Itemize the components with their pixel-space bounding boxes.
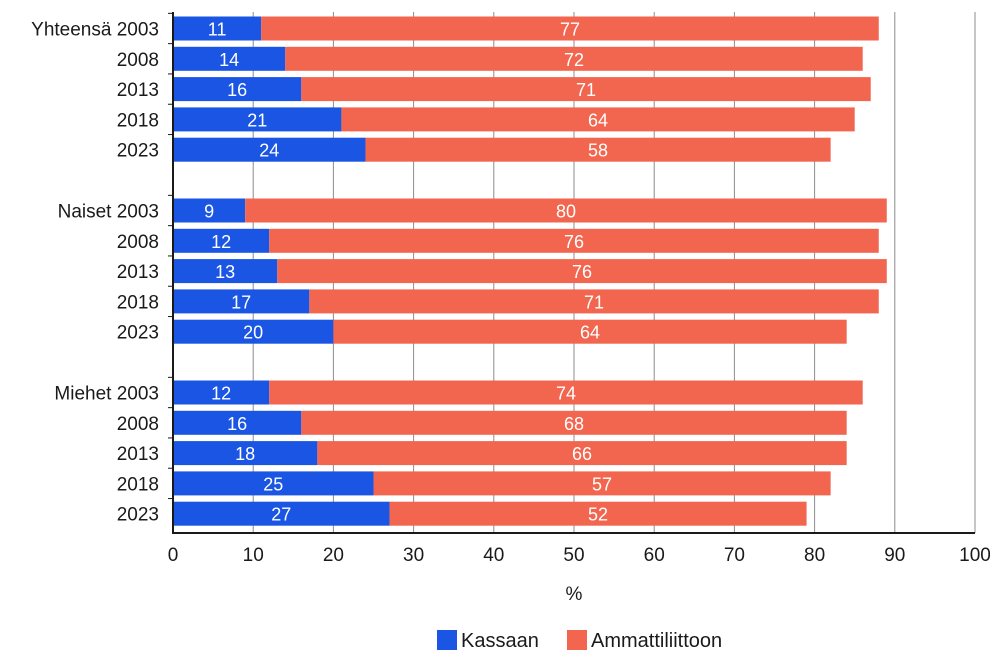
x-tick-label: 70 [724, 545, 745, 566]
category-label: 2018 [117, 292, 159, 313]
x-tick-label: 100 [959, 545, 990, 566]
bar-value-label: 16 [227, 414, 247, 434]
bar-ammattiliittoon [389, 501, 807, 526]
bar-value-label: 52 [588, 505, 608, 525]
bar-value-label: 18 [235, 444, 255, 464]
category-label: 2008 [117, 232, 159, 253]
bar-kassaan [173, 16, 262, 41]
category-label: 2013 [117, 444, 159, 465]
bar-kassaan [173, 77, 302, 102]
category-label: 2018 [117, 474, 159, 495]
bar-kassaan [173, 198, 246, 223]
bar-ammattiliittoon [301, 410, 847, 435]
bar-value-label: 57 [592, 474, 612, 494]
x-tick-label: 20 [323, 545, 344, 566]
bar-kassaan [173, 319, 334, 344]
category-label: 2008 [117, 414, 159, 435]
bar-value-label: 17 [231, 292, 251, 312]
x-axis-title: % [566, 584, 583, 605]
bar-value-label: 68 [564, 414, 584, 434]
bar-ammattiliittoon [269, 380, 863, 405]
legend: Kassaan Ammattiliittoon [437, 630, 722, 652]
category-label: 2023 [117, 323, 159, 344]
bar-value-label: 12 [211, 232, 231, 252]
bar-kassaan [173, 410, 302, 435]
x-tick-label: 10 [243, 545, 264, 566]
axes [168, 12, 975, 534]
bar-value-label: 9 [204, 202, 214, 222]
bar-value-label: 71 [576, 80, 596, 100]
category-label: 2013 [117, 262, 159, 283]
bar-value-label: 14 [219, 50, 239, 70]
x-tick-label: 90 [884, 545, 905, 566]
x-tick-label: 80 [804, 545, 825, 566]
bar-ammattiliittoon [317, 441, 847, 466]
category-label: 2013 [117, 80, 159, 101]
bar-value-label: 72 [564, 50, 584, 70]
bar-ammattiliittoon [245, 198, 887, 223]
bar-ammattiliittoon [261, 16, 879, 41]
x-tick-label: 40 [483, 545, 504, 566]
bar-value-label: 21 [247, 110, 267, 130]
bar-ammattiliittoon [285, 46, 863, 71]
category-label: 2023 [117, 141, 159, 162]
bar-kassaan [173, 137, 366, 162]
bar-value-label: 25 [263, 474, 283, 494]
bar-ammattiliittoon [301, 77, 871, 102]
legend-swatch-kassaan [437, 630, 457, 650]
bar-value-label: 27 [271, 505, 291, 525]
bar-ammattiliittoon [277, 259, 887, 284]
bar-value-label: 74 [556, 384, 576, 404]
bar-kassaan [173, 289, 310, 314]
bar-value-label: 76 [572, 262, 592, 282]
bar-value-label: 64 [588, 110, 608, 130]
bar-value-label: 71 [584, 292, 604, 312]
category-label: 2018 [117, 110, 159, 131]
bar-ammattiliittoon [373, 471, 831, 496]
bar-value-label: 11 [208, 20, 227, 40]
bar-kassaan [173, 228, 270, 253]
bar-value-label: 20 [243, 323, 263, 343]
bar-value-label: 12 [211, 384, 231, 404]
bar-ammattiliittoon [269, 228, 879, 253]
bar-kassaan [173, 107, 342, 132]
bar-kassaan [173, 46, 286, 71]
bars: 11 77 14 72 16 71 21 64 24 58 9 80 12 76 13 76 17 71 20 64 1… [173, 16, 887, 526]
bar-value-label: 16 [227, 80, 247, 100]
bar-kassaan [173, 501, 390, 526]
legend-label-ammattiliittoon: Ammattiliittoon [591, 630, 722, 652]
bar-ammattiliittoon [365, 137, 831, 162]
bar-value-label: 13 [215, 262, 235, 282]
category-label: Miehet 2003 [54, 384, 159, 405]
x-tick-label: 50 [563, 545, 584, 566]
bar-ammattiliittoon [309, 289, 879, 314]
bar-kassaan [173, 471, 374, 496]
category-label: Naiset 2003 [58, 202, 159, 223]
x-tick-labels: 0 10 20 30 40 50 60 70 80 90 100 [168, 545, 990, 566]
category-label: 2008 [117, 50, 159, 71]
bar-value-label: 76 [564, 232, 584, 252]
bar-value-label: 58 [588, 141, 608, 161]
category-label: Yhteensä 2003 [31, 20, 159, 41]
x-tick-label: 30 [403, 545, 424, 566]
bar-value-label: 64 [580, 323, 600, 343]
legend-swatch-ammattiliittoon [567, 630, 587, 650]
category-labels: Yhteensä 2003 2008 2013 2018 2023 Naiset 2003… [31, 20, 159, 526]
bar-ammattiliittoon [341, 107, 855, 132]
bar-kassaan [173, 259, 278, 284]
x-tick-label: 0 [168, 545, 179, 566]
legend-label-kassaan: Kassaan [461, 630, 539, 652]
bar-value-label: 24 [259, 141, 279, 161]
bar-value-label: 77 [560, 20, 580, 40]
bar-ammattiliittoon [333, 319, 847, 344]
bar-kassaan [173, 441, 318, 466]
bar-value-label: 80 [556, 202, 576, 222]
bar-kassaan [173, 380, 270, 405]
x-tick-label: 60 [644, 545, 665, 566]
category-label: 2023 [117, 505, 159, 526]
bar-value-label: 66 [572, 444, 592, 464]
